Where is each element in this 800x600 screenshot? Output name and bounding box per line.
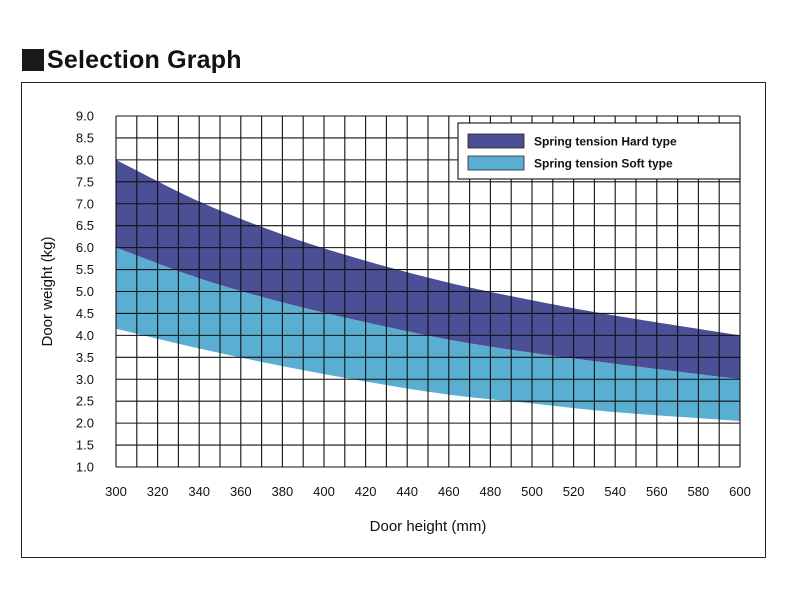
legend-label-hard: Spring tension Hard type bbox=[534, 135, 677, 149]
y-tick-label: 4.5 bbox=[76, 306, 94, 321]
selection-chart: 300 320 340 360 380 400 420 440 460 480 500 520 540 5… bbox=[39, 109, 751, 536]
x-tick-labels: 300 320 340 360 380 400 420 440 460 480 500 520 540 5… bbox=[105, 484, 751, 499]
title-square-icon bbox=[22, 49, 44, 71]
y-tick-label: 7.0 bbox=[76, 196, 94, 211]
title-text: Selection Graph bbox=[47, 45, 242, 74]
band-soft bbox=[116, 247, 740, 421]
y-tick-label: 9.0 bbox=[76, 109, 94, 124]
y-tick-label: 6.5 bbox=[76, 218, 94, 233]
x-tick-label: 320 bbox=[147, 484, 169, 499]
x-tick-label: 540 bbox=[604, 484, 626, 499]
y-tick-label: 6.0 bbox=[76, 240, 94, 255]
legend-swatch-soft bbox=[467, 155, 525, 171]
legend-label-soft: Spring tension Soft type bbox=[534, 157, 673, 171]
x-tick-label: 340 bbox=[188, 484, 210, 499]
y-tick-labels: 1.0 1.5 2.0 2.5 3.0 3.5 4.0 4.5 5.0 5.5 6.0 6.5 7.0 7… bbox=[76, 109, 94, 475]
legend-swatch-hard bbox=[467, 133, 525, 149]
legend: Spring tension Hard type Spring tension … bbox=[457, 122, 741, 180]
band-hard bbox=[116, 159, 740, 380]
y-tick-label: 7.5 bbox=[76, 174, 94, 189]
y-tick-label: 2.0 bbox=[76, 416, 94, 431]
x-tick-label: 440 bbox=[396, 484, 418, 499]
x-tick-label: 560 bbox=[646, 484, 668, 499]
x-tick-label: 380 bbox=[272, 484, 294, 499]
page-title: Selection Graph bbox=[22, 44, 242, 76]
x-tick-label: 520 bbox=[563, 484, 585, 499]
area-layer bbox=[116, 159, 740, 421]
x-tick-label: 420 bbox=[355, 484, 377, 499]
y-tick-label: 8.0 bbox=[76, 152, 94, 167]
chart-frame: 300 320 340 360 380 400 420 440 460 480 500 520 540 5… bbox=[21, 82, 766, 558]
y-tick-label: 1.5 bbox=[76, 438, 94, 453]
legend-box bbox=[457, 122, 741, 180]
x-tick-label: 580 bbox=[688, 484, 710, 499]
x-tick-label: 300 bbox=[105, 484, 127, 499]
y-tick-label: 1.0 bbox=[76, 460, 94, 475]
x-tick-label: 400 bbox=[313, 484, 335, 499]
y-tick-label: 3.0 bbox=[76, 372, 94, 387]
x-tick-label: 600 bbox=[729, 484, 751, 499]
y-axis-label: Door weight (kg) bbox=[39, 236, 56, 346]
y-tick-label: 5.5 bbox=[76, 262, 94, 277]
x-tick-label: 480 bbox=[480, 484, 502, 499]
y-tick-label: 2.5 bbox=[76, 394, 94, 409]
x-axis-label: Door height (mm) bbox=[370, 518, 487, 535]
x-tick-label: 460 bbox=[438, 484, 460, 499]
y-tick-label: 3.5 bbox=[76, 350, 94, 365]
y-tick-label: 8.5 bbox=[76, 130, 94, 145]
y-tick-label: 5.0 bbox=[76, 284, 94, 299]
x-tick-label: 500 bbox=[521, 484, 543, 499]
x-tick-label: 360 bbox=[230, 484, 252, 499]
y-tick-label: 4.0 bbox=[76, 328, 94, 343]
